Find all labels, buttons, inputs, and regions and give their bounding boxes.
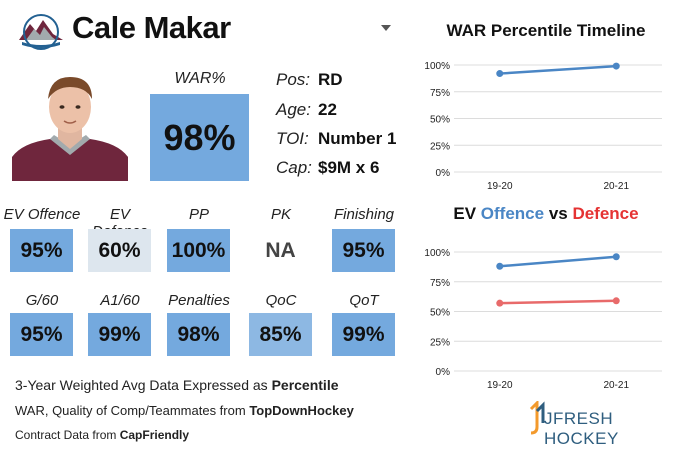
- toi-label: TOI:: [276, 129, 309, 148]
- jfresh-logo: [529, 401, 545, 435]
- y-tick-label: 50%: [430, 308, 450, 319]
- stat-label-g60: G/60: [25, 292, 59, 309]
- stat-value-qot: 99%: [332, 313, 395, 356]
- series-line-war: [499, 64, 617, 75]
- pos-value: RD: [318, 70, 343, 89]
- chart-2-title-defence: Defence: [572, 204, 639, 223]
- series-line-offence: [499, 255, 617, 268]
- cap-value: $9M x 6: [318, 158, 380, 177]
- y-tick-label: 100%: [424, 248, 450, 259]
- stat-label-pk: PK: [270, 206, 291, 223]
- data-point-war: [612, 62, 620, 70]
- stat-value-pp: 100%: [167, 229, 230, 272]
- series-line-defence: [499, 299, 617, 305]
- war-value: 98%: [150, 94, 249, 181]
- stat-value-g60: 95%: [10, 313, 73, 356]
- stat-label-penalties: Penalties: [168, 292, 230, 309]
- chart-2-title-offence: Offence: [480, 204, 545, 223]
- y-tick-label: 0%: [436, 168, 451, 179]
- data-point-defence: [496, 299, 504, 307]
- pos-label: Pos:: [276, 70, 311, 89]
- stat-value-ev-offence: 95%: [10, 229, 73, 272]
- chart-2-title-part: EV: [453, 204, 481, 223]
- ev-offence-defence-chart: 0% 25% 50% 75% 100% 19-20 20-21: [424, 248, 662, 391]
- x-tick-label: 20-21: [603, 181, 629, 192]
- chart-1-title: WAR Percentile Timeline: [446, 21, 646, 40]
- x-tick-label: 19-20: [487, 380, 513, 391]
- x-tick-label: 19-20: [487, 181, 513, 192]
- y-tick-label: 0%: [436, 367, 451, 378]
- age-label: Age:: [276, 100, 311, 119]
- stat-label-qot: QoT: [349, 292, 379, 309]
- footer-line-3: Contract Data from CapFriendly: [15, 428, 190, 442]
- y-tick-label: 75%: [430, 278, 450, 289]
- y-tick-label: 75%: [430, 88, 450, 99]
- stat-value-qoc: 85%: [249, 313, 312, 356]
- chart-2-title: EV Offence vs Defence: [420, 204, 672, 224]
- x-tick-label: 20-21: [603, 380, 629, 391]
- player-photo: [12, 65, 128, 181]
- stat-value-penalties: 98%: [167, 313, 230, 356]
- footer-line-2: WAR, Quality of Comp/Teammates from TopD…: [15, 403, 354, 418]
- data-point-war: [496, 70, 504, 78]
- data-point-offence: [612, 253, 620, 261]
- footer-line-1: 3-Year Weighted Avg Data Expressed as Pe…: [15, 377, 339, 393]
- war-label: WAR%: [174, 70, 226, 87]
- stat-value-a160: 99%: [88, 313, 151, 356]
- data-point-defence: [612, 297, 620, 305]
- y-tick-label: 100%: [424, 61, 450, 72]
- brand-text: JFRESH HOCKEY: [544, 409, 619, 448]
- age-value: 22: [318, 100, 337, 119]
- stat-value-pk: NA: [249, 229, 312, 272]
- chart-2-title-part: vs: [544, 204, 573, 223]
- toi-value: Number 1: [318, 129, 397, 148]
- stat-value-ev-defence: 60%: [88, 229, 151, 272]
- war-timeline-chart: 0% 25% 50% 75% 100% 19-20 20-21: [424, 61, 662, 192]
- y-tick-label: 25%: [430, 337, 450, 348]
- stat-label-finishing: Finishing: [333, 206, 395, 223]
- avalanche-logo: [19, 14, 63, 50]
- y-tick-label: 25%: [430, 141, 450, 152]
- cap-label: Cap:: [276, 158, 312, 177]
- player-dropdown-icon[interactable]: [381, 25, 391, 31]
- stat-label-pp: PP: [188, 206, 209, 223]
- stat-label-a160: A1/60: [100, 292, 140, 309]
- stat-label-ev-offence: EV Offence: [3, 206, 81, 223]
- player-name: Cale Makar: [72, 10, 231, 45]
- y-tick-label: 50%: [430, 115, 450, 126]
- data-point-offence: [496, 262, 504, 270]
- stat-value-finishing: 95%: [332, 229, 395, 272]
- stat-label-qoc: QoC: [265, 292, 297, 309]
